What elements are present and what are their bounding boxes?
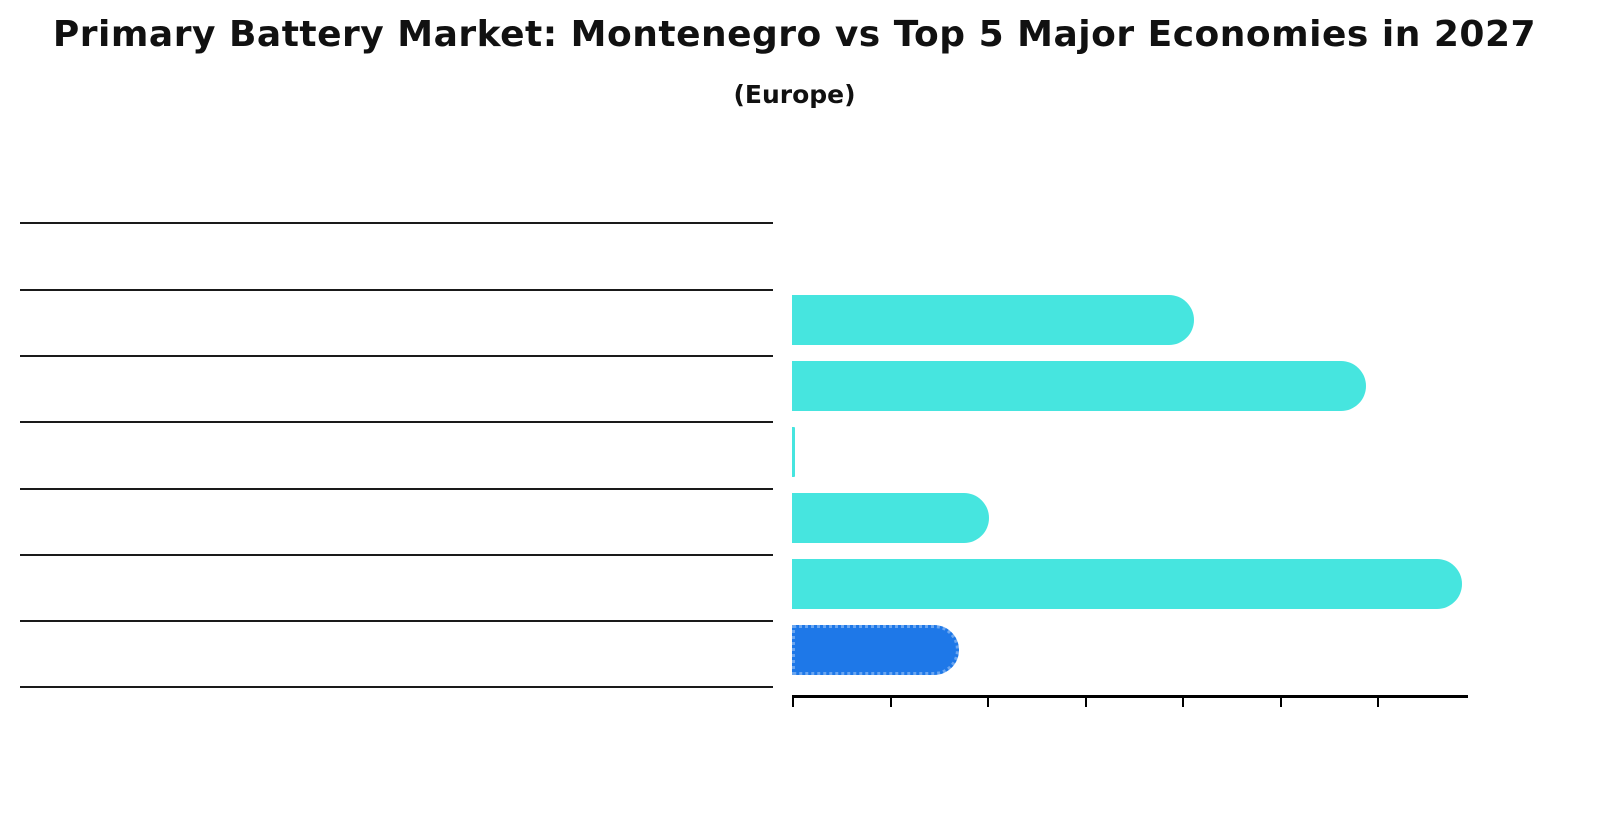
x-axis [792,695,1468,698]
row-divider [20,488,773,490]
x-axis-tick [889,697,892,707]
bar [792,559,1462,609]
row-divider [20,289,773,291]
page-title: Primary Battery Market: Montenegro vs To… [52,14,1537,55]
x-axis-tick [987,697,989,707]
row-divider [20,421,773,423]
x-axis-tick [792,697,794,707]
row-divider [20,222,773,224]
page-subtitle: (Europe) [733,80,856,109]
x-axis-tick [1377,697,1379,707]
x-axis-tick [1084,697,1087,707]
row-divider [20,554,773,556]
bar [792,493,989,543]
x-axis-tick [1279,697,1282,707]
bar [792,361,1366,411]
row-divider [20,620,773,622]
row-divider [20,355,773,357]
bar-highlighted-montenegro [792,625,960,675]
row-divider [20,686,773,688]
bar [792,295,1195,345]
x-axis-tick [1182,697,1184,707]
bar [792,427,795,477]
